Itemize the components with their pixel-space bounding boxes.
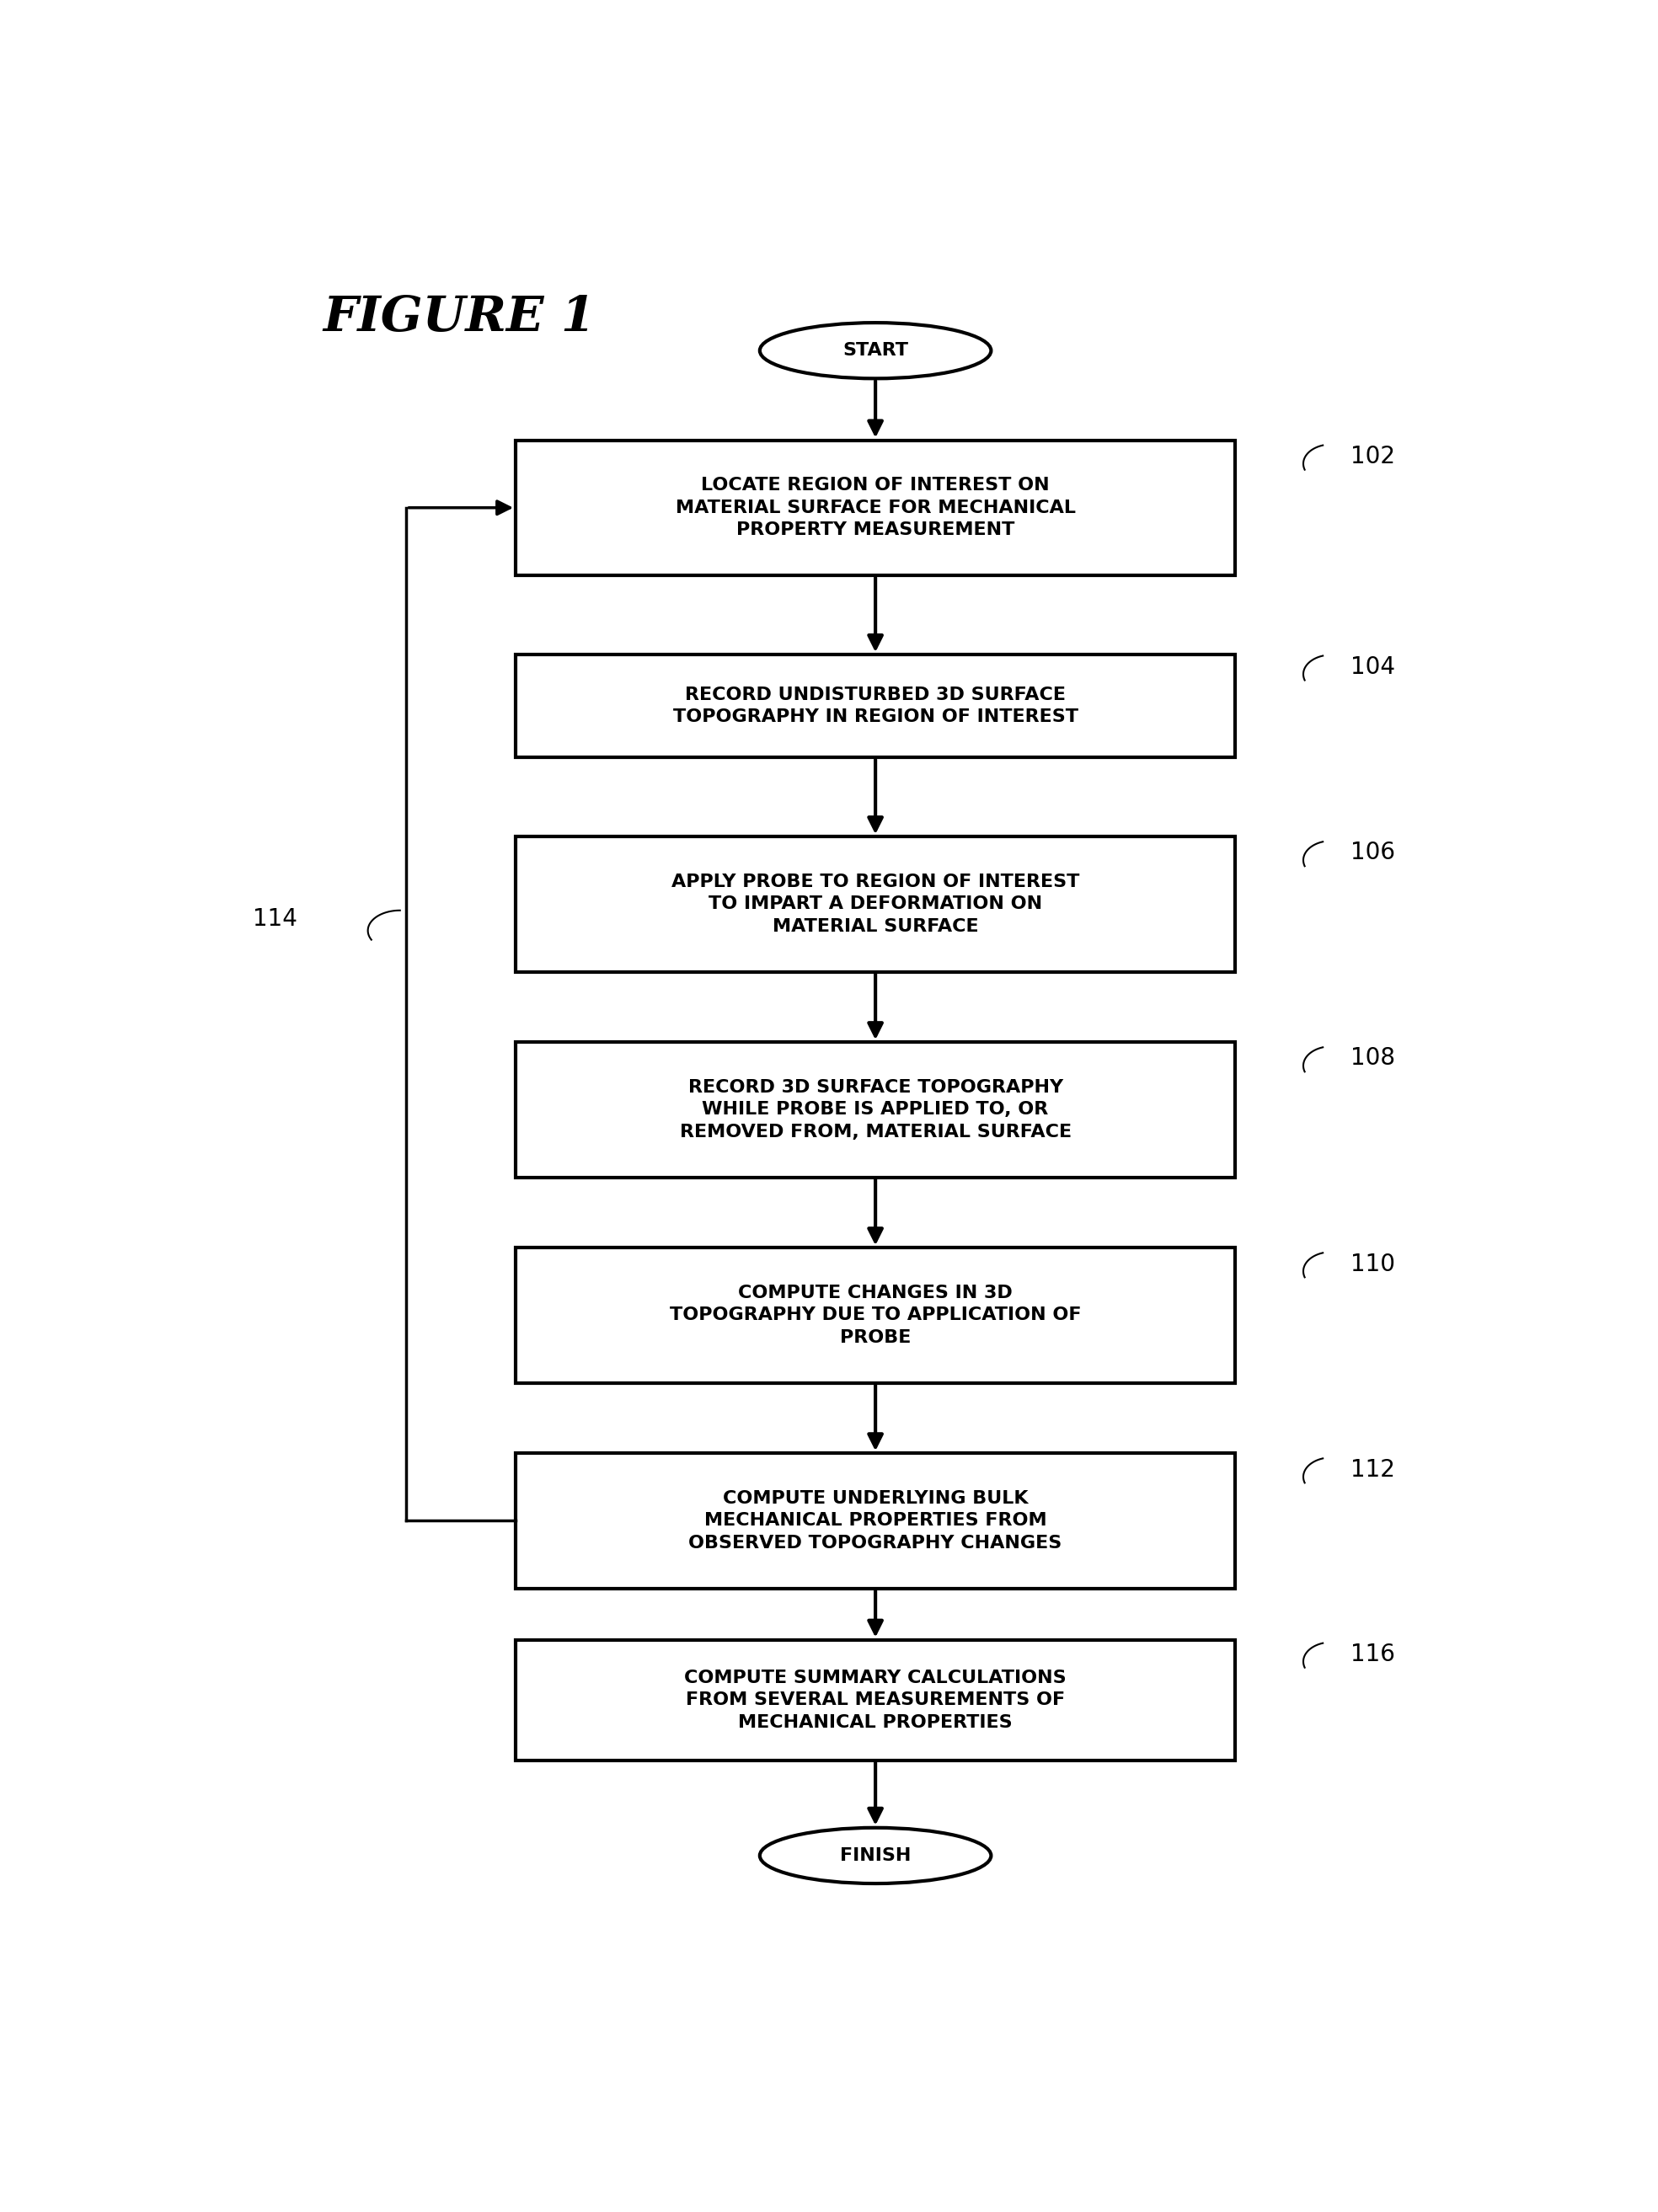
Text: 106: 106 <box>1351 841 1396 865</box>
Text: LOCATE REGION OF INTEREST ON
MATERIAL SURFACE FOR MECHANICAL
PROPERTY MEASUREMEN: LOCATE REGION OF INTEREST ON MATERIAL SU… <box>675 478 1076 538</box>
FancyBboxPatch shape <box>516 440 1235 575</box>
FancyBboxPatch shape <box>516 655 1235 757</box>
Ellipse shape <box>759 323 991 378</box>
Text: RECORD 3D SURFACE TOPOGRAPHY
WHILE PROBE IS APPLIED TO, OR
REMOVED FROM, MATERIA: RECORD 3D SURFACE TOPOGRAPHY WHILE PROBE… <box>680 1079 1071 1141</box>
Text: FINISH: FINISH <box>841 1847 910 1865</box>
Text: 110: 110 <box>1351 1252 1396 1276</box>
FancyBboxPatch shape <box>516 1042 1235 1177</box>
Text: 112: 112 <box>1351 1458 1396 1482</box>
Text: 104: 104 <box>1351 655 1396 679</box>
Text: COMPUTE SUMMARY CALCULATIONS
FROM SEVERAL MEASUREMENTS OF
MECHANICAL PROPERTIES: COMPUTE SUMMARY CALCULATIONS FROM SEVERA… <box>685 1670 1066 1730</box>
Text: START: START <box>842 343 909 358</box>
FancyBboxPatch shape <box>516 1453 1235 1588</box>
Text: 114: 114 <box>252 907 297 931</box>
Text: APPLY PROBE TO REGION OF INTEREST
TO IMPART A DEFORMATION ON
MATERIAL SURFACE: APPLY PROBE TO REGION OF INTEREST TO IMP… <box>671 874 1079 936</box>
FancyBboxPatch shape <box>516 836 1235 971</box>
Ellipse shape <box>759 1827 991 1882</box>
Text: COMPUTE CHANGES IN 3D
TOPOGRAPHY DUE TO APPLICATION OF
PROBE: COMPUTE CHANGES IN 3D TOPOGRAPHY DUE TO … <box>670 1285 1081 1345</box>
FancyBboxPatch shape <box>516 1248 1235 1382</box>
Text: FIGURE 1: FIGURE 1 <box>323 294 595 343</box>
Text: COMPUTE UNDERLYING BULK
MECHANICAL PROPERTIES FROM
OBSERVED TOPOGRAPHY CHANGES: COMPUTE UNDERLYING BULK MECHANICAL PROPE… <box>688 1491 1063 1551</box>
Text: RECORD UNDISTURBED 3D SURFACE
TOPOGRAPHY IN REGION OF INTEREST: RECORD UNDISTURBED 3D SURFACE TOPOGRAPHY… <box>673 686 1078 726</box>
Text: 102: 102 <box>1351 445 1396 469</box>
FancyBboxPatch shape <box>516 1639 1235 1761</box>
Text: 116: 116 <box>1351 1644 1396 1666</box>
Text: 108: 108 <box>1351 1046 1396 1071</box>
